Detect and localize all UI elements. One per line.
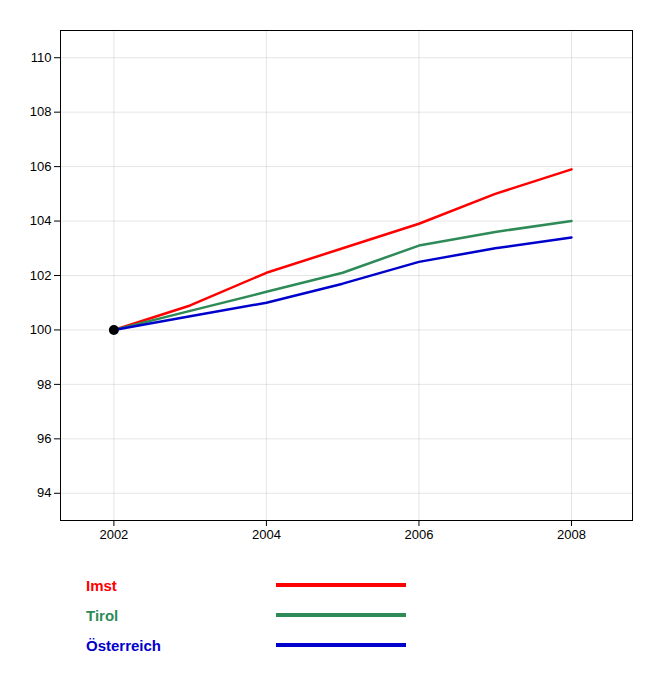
svg-text:108: 108 (30, 104, 52, 119)
svg-text:2008: 2008 (557, 527, 586, 542)
html-text:Imst: Imst (86, 576, 117, 594)
svg-text:104: 104 (30, 213, 52, 228)
svg-text:100: 100 (30, 322, 52, 337)
svg-text:98: 98 (37, 377, 51, 392)
svg-text:2002: 2002 (99, 527, 128, 542)
svg-text:94: 94 (37, 485, 51, 500)
svg-text:96: 96 (37, 431, 51, 446)
html-text:Tirol: Tirol (86, 606, 119, 624)
svg-text:2006: 2006 (404, 527, 433, 542)
svg-text:2004: 2004 (252, 527, 281, 542)
html-text:Österreich: Österreich (86, 636, 161, 654)
svg-text:102: 102 (30, 268, 52, 283)
svg-text:106: 106 (30, 159, 52, 174)
svg-text:110: 110 (31, 50, 52, 65)
